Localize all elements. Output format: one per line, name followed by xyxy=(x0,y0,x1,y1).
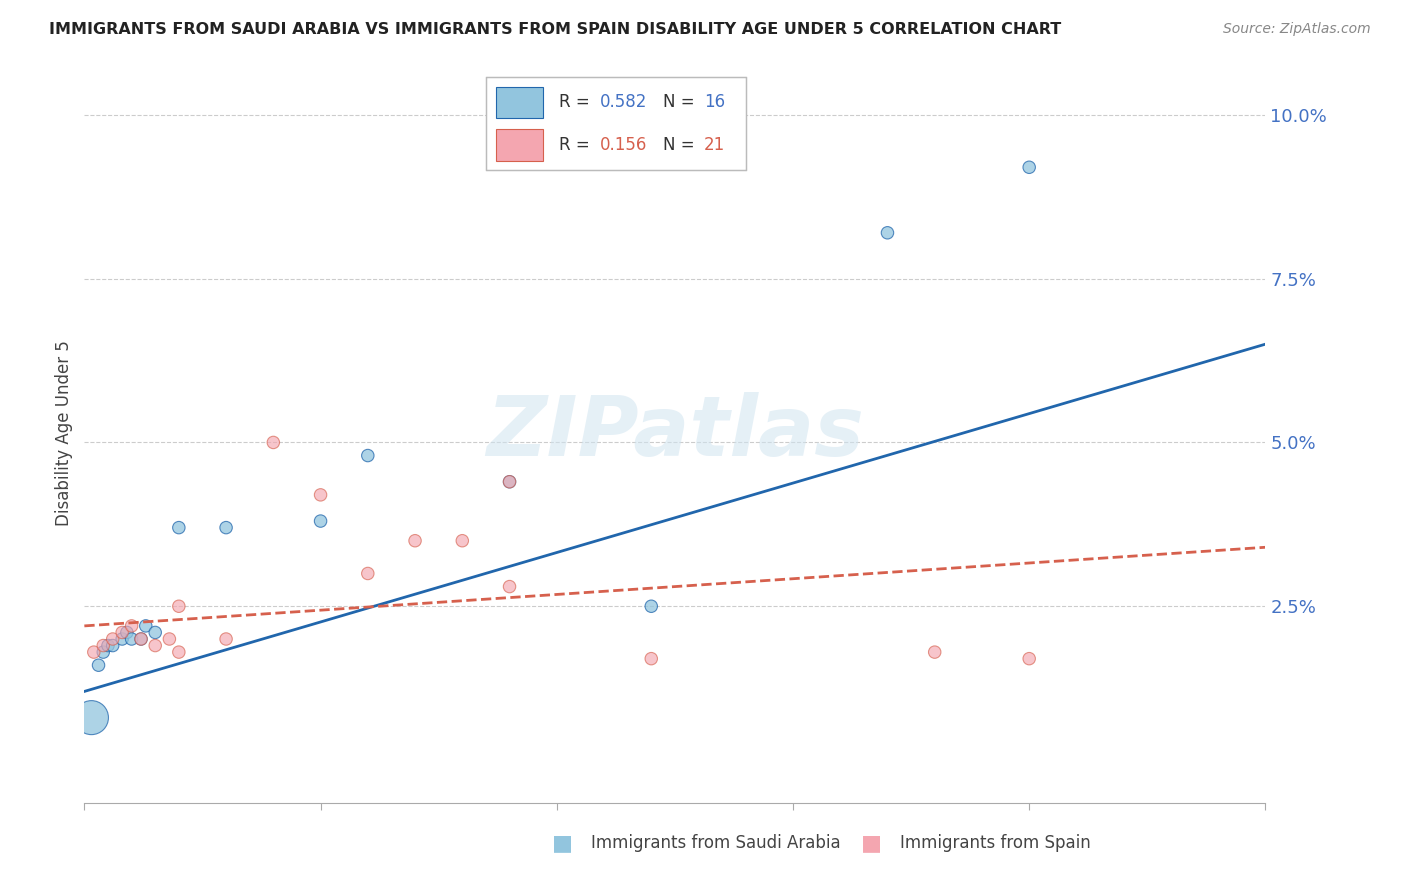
Point xyxy=(167,521,190,535)
Point xyxy=(498,580,520,594)
Point xyxy=(167,645,190,659)
Point xyxy=(876,226,898,240)
Point xyxy=(404,533,426,548)
Point xyxy=(87,658,110,673)
Text: ZIPatlas: ZIPatlas xyxy=(486,392,863,473)
Text: Source: ZipAtlas.com: Source: ZipAtlas.com xyxy=(1223,22,1371,37)
Point xyxy=(121,632,143,646)
Point xyxy=(115,625,138,640)
Point xyxy=(91,639,114,653)
Text: ■: ■ xyxy=(862,833,882,853)
Text: Immigrants from Spain: Immigrants from Spain xyxy=(900,834,1091,852)
Point xyxy=(924,645,946,659)
Point xyxy=(157,632,180,646)
Point xyxy=(1018,651,1040,665)
Point xyxy=(80,711,103,725)
Point xyxy=(135,619,157,633)
Point xyxy=(215,632,238,646)
Text: Immigrants from Saudi Arabia: Immigrants from Saudi Arabia xyxy=(591,834,841,852)
Point xyxy=(1018,161,1040,175)
Y-axis label: Disability Age Under 5: Disability Age Under 5 xyxy=(55,340,73,525)
Point xyxy=(143,625,166,640)
Point xyxy=(101,639,124,653)
Point xyxy=(129,632,152,646)
Point xyxy=(357,566,380,581)
Point xyxy=(91,645,114,659)
Point xyxy=(498,475,520,489)
Point xyxy=(121,619,143,633)
Point xyxy=(97,639,120,653)
Point xyxy=(111,632,134,646)
Text: ■: ■ xyxy=(553,833,572,853)
Point xyxy=(101,632,124,646)
Point xyxy=(309,514,332,528)
Point xyxy=(215,521,238,535)
Point xyxy=(309,488,332,502)
Point xyxy=(83,645,105,659)
Point xyxy=(167,599,190,614)
Point xyxy=(451,533,474,548)
Point xyxy=(262,435,284,450)
Point xyxy=(111,625,134,640)
Text: IMMIGRANTS FROM SAUDI ARABIA VS IMMIGRANTS FROM SPAIN DISABILITY AGE UNDER 5 COR: IMMIGRANTS FROM SAUDI ARABIA VS IMMIGRAN… xyxy=(49,22,1062,37)
Point xyxy=(640,599,662,614)
Point xyxy=(129,632,152,646)
Point xyxy=(143,639,166,653)
Point xyxy=(357,449,380,463)
Point xyxy=(498,475,520,489)
Point xyxy=(640,651,662,665)
